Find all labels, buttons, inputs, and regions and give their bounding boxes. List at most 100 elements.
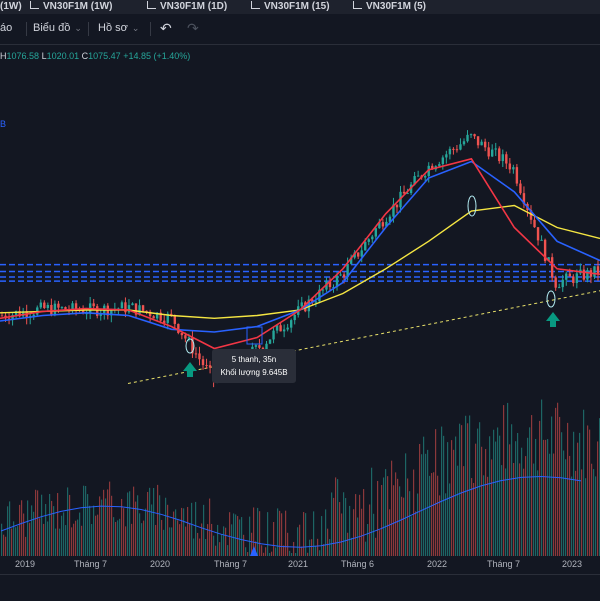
volume-bar bbox=[457, 465, 459, 556]
volume-bar bbox=[335, 477, 337, 556]
volume-bar bbox=[161, 519, 163, 556]
candle bbox=[395, 204, 399, 214]
tab-vn30f1m-15[interactable]: VN30F1M (15) bbox=[251, 0, 330, 14]
volume-bar bbox=[107, 489, 109, 556]
volume-bar bbox=[217, 524, 219, 556]
tooltip-bars: 5 thanh, 35n bbox=[231, 355, 277, 364]
volume-bar bbox=[513, 463, 515, 556]
volume-bar bbox=[463, 466, 465, 556]
time-axis-label: Tháng 7 bbox=[487, 559, 521, 569]
volume-bar bbox=[319, 550, 321, 556]
volume-bar bbox=[439, 495, 441, 556]
volume-bar bbox=[181, 507, 183, 556]
volume-bar bbox=[341, 513, 343, 556]
volume-bar bbox=[133, 486, 135, 556]
tab-vn30f1m-1d[interactable]: VN30F1M (1D) bbox=[147, 0, 227, 14]
toolbar-cut-item[interactable]: áo bbox=[0, 22, 13, 34]
volume-bar bbox=[431, 473, 433, 556]
volume-bar bbox=[105, 498, 107, 556]
volume-bar bbox=[339, 502, 341, 556]
candle bbox=[441, 155, 445, 170]
chart-type-button[interactable]: Biểu đồ ⌄ bbox=[33, 22, 82, 34]
volume-bar bbox=[73, 523, 75, 556]
volume-bar bbox=[153, 488, 155, 556]
volume-bar bbox=[147, 491, 149, 556]
time-axis-label: Tháng 6 bbox=[341, 559, 375, 569]
tab-vn30f1m-5[interactable]: VN30F1M (5) bbox=[353, 0, 426, 14]
volume-bar bbox=[563, 450, 565, 556]
volume-bar bbox=[387, 476, 389, 556]
support-trendline bbox=[127, 290, 600, 384]
candle bbox=[321, 288, 325, 295]
volume-bar bbox=[455, 436, 457, 556]
volume-bar bbox=[471, 478, 473, 556]
ma-fast-line bbox=[0, 157, 600, 350]
volume-bar bbox=[23, 513, 25, 556]
volume-bar bbox=[61, 515, 63, 556]
volume-bar bbox=[229, 512, 231, 556]
volume-bar bbox=[261, 545, 263, 556]
volume-bar bbox=[21, 500, 23, 556]
volume-bar bbox=[249, 516, 251, 556]
candle bbox=[177, 323, 180, 335]
volume-bar bbox=[245, 547, 247, 556]
volume-ma-line bbox=[0, 475, 582, 548]
candle bbox=[455, 144, 459, 153]
volume-bar bbox=[325, 509, 327, 556]
volume-bar bbox=[277, 508, 279, 556]
volume-bar bbox=[539, 420, 541, 556]
volume-bar bbox=[567, 422, 569, 556]
volume-bar bbox=[381, 485, 383, 556]
volume-bar bbox=[337, 479, 339, 556]
volume-bar bbox=[413, 469, 415, 556]
volume-bar bbox=[175, 509, 177, 556]
candle bbox=[448, 146, 452, 160]
volume-bar bbox=[143, 520, 145, 556]
volume-bar bbox=[497, 427, 499, 556]
volume-bar bbox=[271, 551, 273, 556]
volume-bar bbox=[515, 441, 517, 556]
volume-bar bbox=[501, 465, 503, 556]
volume-bar bbox=[369, 504, 371, 556]
volume-bar bbox=[391, 460, 393, 556]
volume-bar bbox=[27, 500, 29, 556]
candle bbox=[110, 308, 113, 323]
low-label: L bbox=[41, 51, 47, 61]
profile-button[interactable]: Hồ sơ ⌄ bbox=[98, 22, 139, 34]
volume-bar bbox=[93, 505, 95, 556]
volume-bar bbox=[461, 425, 463, 556]
volume-bar bbox=[375, 537, 377, 556]
volume-bars bbox=[1, 399, 600, 556]
candle bbox=[99, 310, 102, 321]
chevron-down-icon: ⌄ bbox=[74, 23, 82, 33]
volume-bar bbox=[549, 453, 551, 556]
resistance-lines bbox=[0, 263, 600, 282]
volume-bar bbox=[51, 500, 53, 556]
volume-bar bbox=[115, 521, 117, 556]
volume-bar bbox=[35, 489, 37, 556]
undo-icon[interactable]: ↶ bbox=[160, 20, 172, 36]
volume-bar bbox=[281, 513, 283, 556]
candle bbox=[39, 299, 42, 310]
candle bbox=[180, 332, 184, 340]
volume-bar bbox=[597, 441, 599, 556]
tab-vn30f1m-1w[interactable]: VN30F1M (1W) bbox=[30, 0, 112, 14]
candle bbox=[297, 299, 300, 318]
volume-bar bbox=[221, 534, 223, 556]
volume-bar bbox=[289, 550, 291, 556]
volume-bar bbox=[201, 523, 203, 556]
volume-bar bbox=[285, 510, 287, 556]
volume-bar bbox=[287, 532, 289, 556]
volume-bar bbox=[185, 526, 187, 556]
volume-bar bbox=[553, 453, 555, 556]
volume-bar bbox=[561, 432, 563, 556]
chart-tab-icon bbox=[353, 1, 362, 9]
tab-1w[interactable]: (1W) bbox=[0, 1, 22, 12]
candle bbox=[381, 218, 385, 230]
volume-bar bbox=[363, 489, 365, 556]
time-axis[interactable]: 2019 Tháng 7 2020 Tháng 7 2021 Tháng 6 2… bbox=[0, 556, 600, 574]
volume-bar bbox=[243, 534, 245, 556]
volume-bar bbox=[345, 498, 347, 556]
redo-icon[interactable]: ↷ bbox=[187, 20, 199, 36]
